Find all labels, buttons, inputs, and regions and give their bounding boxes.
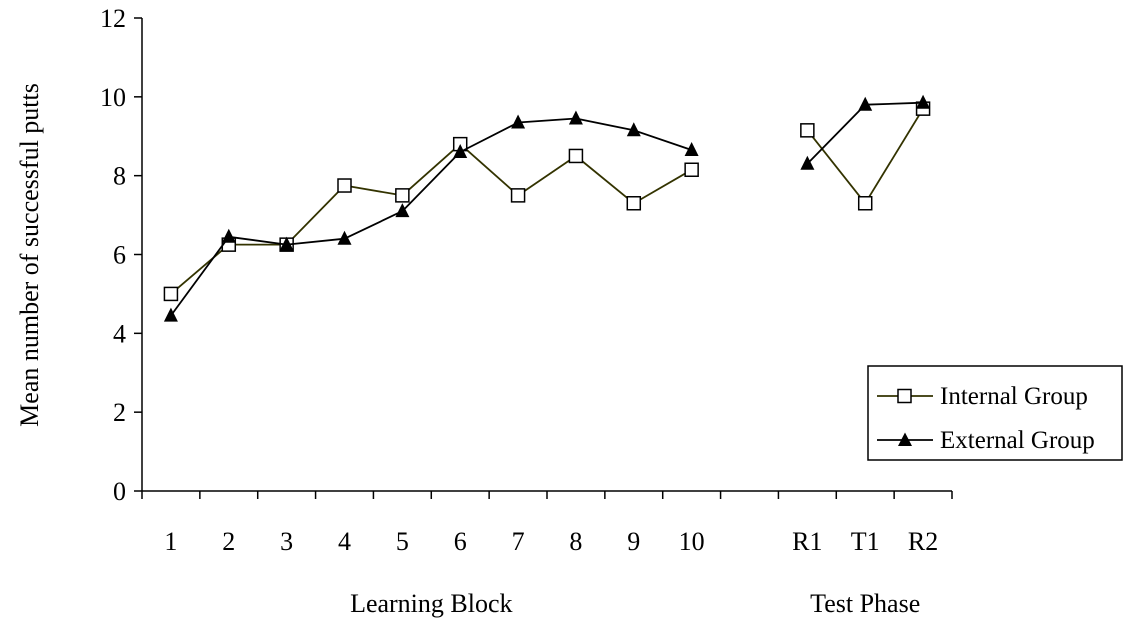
data-point-external-group: [800, 155, 815, 170]
data-point-internal-group: [857, 196, 873, 211]
data-point-external-group: [511, 114, 526, 129]
legend-marker-internal-square-icon: [897, 388, 912, 404]
data-point-external-group: [163, 307, 178, 322]
series-line-external-group: [170, 117, 692, 317]
legend: Internal Group External Group: [867, 365, 1123, 461]
series-layer: [163, 94, 931, 322]
data-point-external-group: [337, 230, 352, 245]
x-tick-label: 3: [280, 527, 293, 556]
x-tick-label: 7: [512, 527, 525, 556]
data-point-external-group: [453, 144, 468, 158]
x-tick-label: T1: [851, 527, 880, 556]
data-point-internal-group: [337, 178, 352, 193]
data-point-internal-group: [800, 123, 815, 138]
x-tick-label: R2: [908, 527, 938, 556]
data-point-external-group: [221, 228, 236, 243]
y-tick-label: 0: [113, 477, 126, 506]
series-external-group: [163, 94, 931, 322]
y-axis-ticks: 0 2 4 6 8 10 12: [100, 4, 142, 506]
data-point-internal-group: [510, 188, 526, 203]
data-point-internal-group: [684, 162, 699, 178]
data-point-external-group: [568, 110, 583, 125]
data-point-external-group: [684, 142, 699, 156]
y-tick-label: 6: [113, 241, 126, 270]
data-point-internal-group: [395, 188, 410, 203]
x-tick-label: 8: [569, 527, 582, 556]
data-point-external-group: [395, 203, 410, 218]
x-tick-label: R1: [792, 527, 822, 556]
x-tick-label: 5: [396, 527, 409, 556]
data-point-external-group: [279, 236, 294, 251]
x-tick-label: 9: [627, 527, 640, 556]
data-point-external-group: [858, 96, 873, 111]
legend-label-external: External Group: [940, 427, 1095, 454]
legend-label-internal: Internal Group: [940, 383, 1088, 410]
y-tick-label: 8: [113, 162, 126, 191]
x-tick-label: 1: [164, 527, 177, 556]
x-tick-label: 6: [454, 527, 467, 556]
series-internal-group: [163, 101, 931, 302]
y-tick-label: 4: [113, 319, 126, 348]
y-tick-label: 2: [113, 398, 126, 427]
data-point-external-group: [916, 94, 931, 109]
series-line-internal-group: [170, 143, 693, 295]
series-line-external-group: [806, 101, 924, 165]
legend-marker-external-triangle-icon: [898, 432, 912, 446]
data-point-internal-group: [568, 148, 584, 164]
x-axis-ticks: 1 2 3 4 5 6 7 8 9 10 R1 T1 R2: [141, 491, 953, 556]
axes: [141, 18, 952, 492]
y-axis-title: Mean number of successful putts: [15, 83, 44, 427]
y-tick-label: 12: [100, 4, 126, 33]
data-point-internal-group: [626, 196, 642, 211]
x-tick-label: 2: [222, 527, 235, 556]
x-axis-group-title-learning-block: Learning Block: [350, 589, 512, 618]
x-axis-group-title-test-phase: Test Phase: [810, 589, 920, 618]
x-tick-label: 10: [679, 527, 705, 556]
data-point-external-group: [626, 122, 641, 137]
data-point-internal-group: [163, 286, 179, 302]
x-tick-label: 4: [338, 527, 351, 556]
series-line-internal-group: [806, 108, 924, 205]
y-tick-label: 10: [100, 83, 126, 112]
